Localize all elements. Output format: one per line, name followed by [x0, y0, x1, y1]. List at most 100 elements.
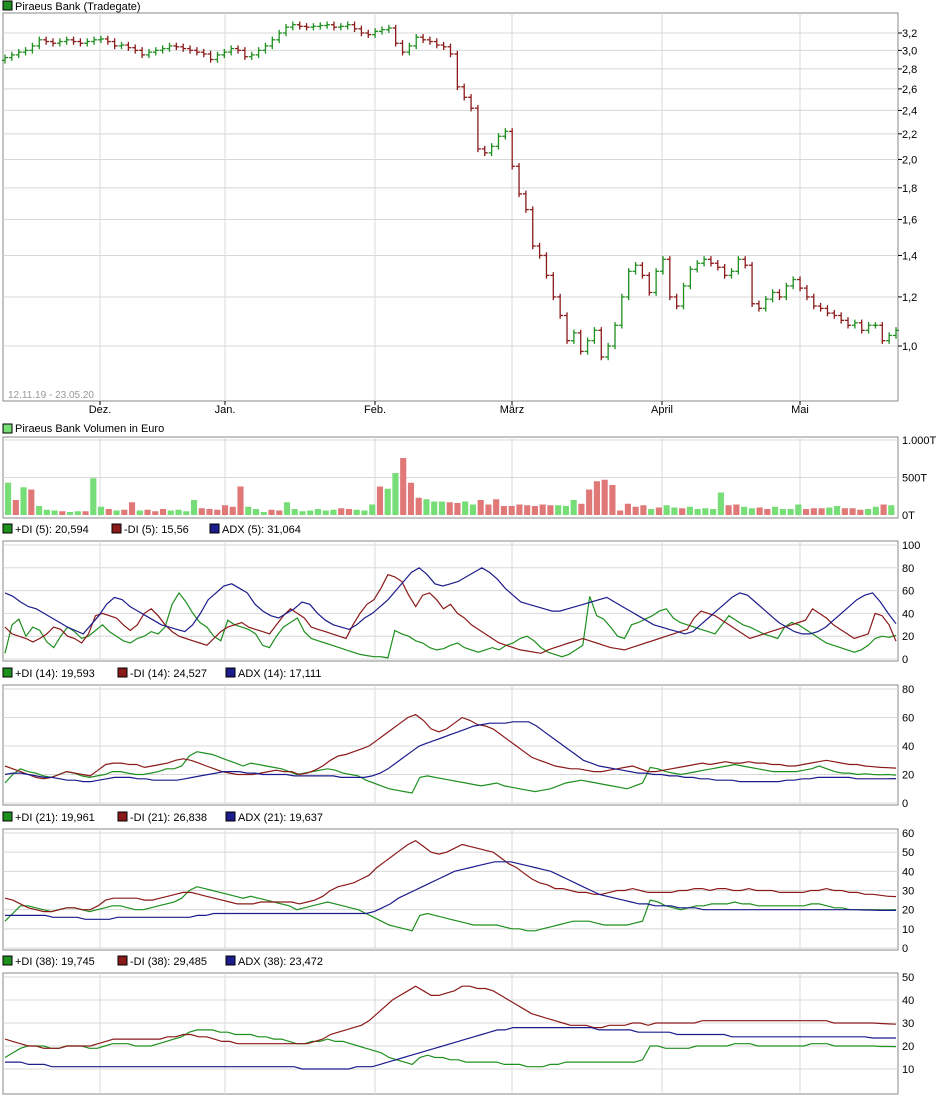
- price-y-tick-label: 3,0: [902, 45, 917, 57]
- ohlc-bar: [872, 322, 879, 329]
- ohlc-bar: [283, 23, 290, 37]
- ohlc-bar: [474, 104, 481, 153]
- volume-bar: [245, 506, 252, 515]
- ohlc-bar: [646, 272, 653, 296]
- panel-frame: [2, 684, 899, 806]
- volume-bar: [105, 509, 112, 515]
- y-tick-label: 40: [902, 995, 914, 1007]
- ohlc-bar: [70, 36, 77, 45]
- ohlc-bar: [193, 47, 200, 56]
- y-tick-label: 0: [902, 798, 908, 810]
- volume-bar: [314, 509, 322, 515]
- ohlc-bar: [618, 293, 625, 329]
- volume-bar: [229, 506, 236, 515]
- volume-bar: [857, 509, 864, 515]
- price-y-tick-label: 1,0: [902, 341, 917, 353]
- ohlc-bar: [22, 47, 29, 56]
- adx-di-line: [4, 567, 897, 635]
- minus-di-legend-label: -DI (38): 29,485: [130, 956, 207, 968]
- volume-bar: [787, 509, 794, 515]
- ohlc-bar: [557, 293, 564, 319]
- minus-di-legend-swatch: [111, 523, 122, 534]
- volume-bar: [679, 508, 686, 515]
- y-tick-label: 40: [902, 608, 914, 620]
- ohlc-bar: [687, 266, 694, 290]
- ohlc-bar: [111, 38, 118, 50]
- ohlc-bar: [742, 256, 749, 269]
- volume-bar: [469, 504, 477, 515]
- adx-legend-label: ADX (38): 23,472: [238, 956, 323, 968]
- ohlc-bar: [707, 256, 714, 267]
- y-tick-label: 20: [902, 1041, 914, 1053]
- volume-grid: [3, 437, 898, 518]
- y-tick-label: 0: [902, 943, 908, 955]
- volume-bar: [671, 507, 678, 515]
- ohlc-bar: [735, 256, 742, 275]
- ohlc-bar: [680, 282, 687, 310]
- volume-bar: [741, 506, 748, 515]
- ohlc-bar: [378, 26, 385, 35]
- volume-bar: [338, 508, 345, 515]
- adx-legend-swatch: [209, 523, 220, 534]
- volume-bar: [407, 482, 415, 515]
- ohlc-bar: [406, 42, 413, 56]
- volume-bar: [384, 488, 391, 515]
- y-tick-label: 80: [902, 563, 914, 575]
- price-y-tick-label: 2,2: [902, 129, 917, 141]
- y-tick-label: 60: [902, 586, 914, 598]
- volume-bar: [818, 508, 825, 515]
- plus-di-legend-swatch: [2, 667, 13, 678]
- ohlc-bar: [173, 42, 180, 51]
- ohlc-bar: [269, 36, 276, 50]
- volume-bar: [431, 501, 438, 515]
- volume-bar: [214, 509, 221, 515]
- volume-bar: [508, 506, 515, 515]
- ohlc-bar: [817, 302, 824, 312]
- volume-bar: [59, 511, 66, 515]
- dmi5-panel: +DI (5): 20,594 -DI (5): 15,56 ADX (5): 31…: [2, 523, 920, 666]
- volume-bar: [772, 506, 779, 515]
- ohlc-bar: [564, 312, 571, 344]
- ohlc-bar: [454, 50, 461, 91]
- ohlc-bar: [228, 45, 235, 56]
- ohlc-bar: [200, 48, 207, 58]
- volume-bar: [834, 506, 841, 515]
- volume-bar: [330, 509, 337, 515]
- ohlc-bar: [56, 38, 63, 47]
- volume-bar: [640, 505, 647, 515]
- minus-di-legend-swatch: [117, 667, 128, 678]
- volume-bar: [322, 510, 329, 515]
- ohlc-bar: [502, 128, 509, 140]
- volume-bar: [694, 509, 701, 515]
- adx-di-line: [5, 1026, 896, 1070]
- plus-di-legend-swatch: [2, 811, 13, 822]
- ohlc-bar: [330, 21, 337, 31]
- volume-bar: [51, 510, 58, 515]
- ohlc-bar: [365, 29, 372, 38]
- ohlc-bar: [399, 40, 406, 56]
- price-y-axis: 1,0 1,2 1,4 1,6 1,8 2,0 2,2 2,4 2,6 2,8 3,0 3,2: [898, 28, 917, 353]
- price-y-tick-label: 2,0: [902, 154, 917, 166]
- date-tick-label: Jan.: [215, 404, 236, 416]
- ohlc-bar: [536, 242, 543, 259]
- y-tick-label: 40: [902, 866, 914, 878]
- price-y-tick-label: 1,4: [902, 250, 917, 262]
- minus-di-legend-label: -DI (14): 24,527: [130, 668, 207, 680]
- ohlc-bar: [824, 305, 831, 317]
- volume-bar: [764, 509, 771, 515]
- volume-bar: [276, 510, 283, 515]
- plus-di-line: [4, 591, 897, 659]
- volume-bar: [423, 499, 430, 515]
- ohlc-bar: [385, 24, 392, 33]
- adx-legend-label: ADX (14): 17,111: [238, 668, 321, 680]
- price-legend-label: Piraeus Bank (Tradegate): [15, 1, 141, 13]
- ohlc-bar: [516, 163, 523, 198]
- volume-y-tick-label: 500T: [902, 473, 927, 485]
- y-tick-label: 30: [902, 1018, 914, 1030]
- ohlc-bar: [810, 293, 817, 310]
- ohlc-bar: [605, 342, 612, 361]
- volume-bar: [345, 509, 353, 515]
- y-tick-label: 20: [902, 905, 914, 917]
- ohlc-bar: [125, 41, 132, 51]
- ohlc-bar: [420, 34, 427, 44]
